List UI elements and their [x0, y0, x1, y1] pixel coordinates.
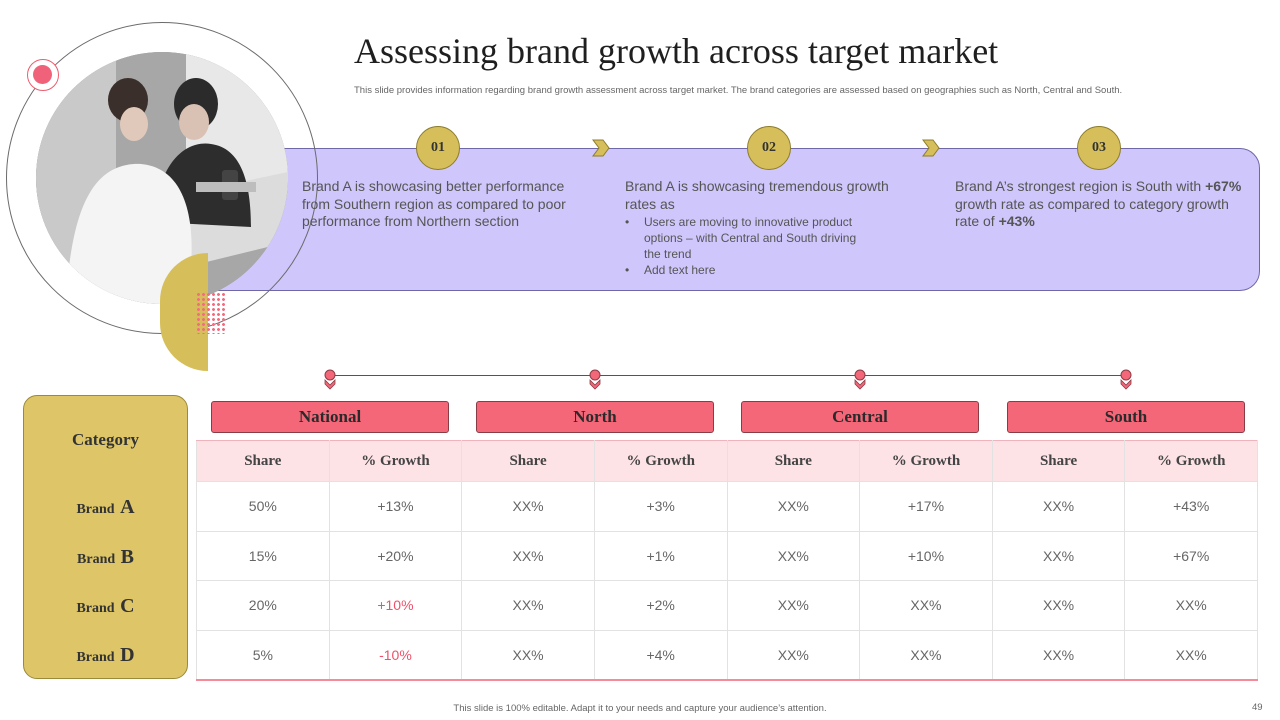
brand-letter: A	[120, 496, 135, 518]
table-cell: XX%	[991, 481, 1126, 532]
brand-prefix: Brand	[76, 502, 115, 517]
brand-label: Brand C	[24, 595, 187, 618]
table-cell: +67%	[1124, 530, 1258, 581]
table-cell: XX%	[726, 481, 861, 532]
table-cell: +43%	[1124, 481, 1258, 532]
step-badge-01: 01	[416, 126, 460, 170]
pink-dot-decoration	[27, 59, 59, 91]
table-cell: XX%	[461, 530, 595, 581]
table-cell: +20%	[328, 530, 463, 581]
table-row: 15% +20% XX% +1% XX% +10% XX% +67%	[196, 530, 1258, 581]
step-03-bold-a: +67%	[1205, 178, 1242, 194]
table-row: 5% -10% XX% +4% XX% XX% XX% XX%	[196, 629, 1258, 681]
table-cell: XX%	[726, 629, 861, 681]
table-row: 50% +13% XX% +3% XX% +17% XX% +43%	[196, 481, 1258, 532]
step-02-block: Brand A is showcasing tremendous growth …	[625, 178, 915, 278]
category-panel: Category Brand A Brand B Brand C Brand D	[23, 395, 188, 679]
pin-marker-icon	[854, 369, 866, 390]
table-cell: XX%	[1124, 580, 1258, 631]
brand-label: Brand A	[24, 496, 187, 519]
page-number: 49	[1252, 702, 1263, 713]
step-01-text: Brand A is showcasing better performance…	[302, 178, 566, 229]
column-header: Share	[726, 440, 861, 482]
brand-label: Brand B	[24, 546, 187, 569]
pin-marker-icon	[1120, 369, 1132, 390]
table-cell: XX%	[1124, 629, 1258, 681]
column-header: % Growth	[1124, 440, 1258, 482]
column-header: Share	[461, 440, 595, 482]
table-cell: XX%	[859, 629, 993, 681]
region-header-national: National	[211, 401, 449, 433]
table-cell-highlight: -10%	[328, 629, 463, 681]
table-cell: +1%	[593, 530, 728, 581]
table-cell: 20%	[196, 580, 330, 631]
step-02-text: Brand A is showcasing tremendous growth …	[625, 178, 889, 212]
brand-prefix: Brand	[77, 552, 116, 567]
team-photo	[36, 52, 288, 304]
dot-pattern-decoration	[196, 292, 226, 334]
brand-letter: D	[120, 644, 135, 666]
table-cell: XX%	[461, 481, 595, 532]
table-cell: 5%	[196, 629, 330, 681]
footer-note: This slide is 100% editable. Adapt it to…	[453, 703, 827, 714]
table-cell: 50%	[196, 481, 330, 532]
region-header-central: Central	[741, 401, 979, 433]
column-header: % Growth	[859, 440, 993, 482]
brand-letter: C	[120, 595, 135, 617]
step-03-text-a: Brand A’s strongest region is South with	[955, 178, 1206, 194]
table-cell-highlight: +10%	[328, 580, 463, 631]
step-02-bullet: Add text here	[625, 262, 915, 278]
step-03-text-b: growth rate as compared to category grow…	[955, 195, 1229, 230]
brand-label: Brand D	[24, 644, 187, 667]
slide-title: Assessing brand growth across target mar…	[354, 31, 999, 71]
table-cell: XX%	[991, 530, 1126, 581]
table-cell: +13%	[328, 481, 463, 532]
step-02-bullet: Users are moving to innovative product o…	[625, 214, 875, 262]
step-03-text: Brand A’s strongest region is South with…	[955, 178, 1250, 231]
column-header: Share	[991, 440, 1126, 482]
table-row: 20% +10% XX% +2% XX% XX% XX% XX%	[196, 580, 1258, 631]
table-cell: XX%	[461, 629, 595, 681]
brand-letter: B	[120, 546, 134, 568]
table-cell: +3%	[593, 481, 728, 532]
pin-marker-icon	[324, 369, 336, 390]
step-badge-03: 03	[1077, 126, 1121, 170]
column-header: Share	[196, 440, 330, 482]
timeline-line	[330, 375, 1126, 376]
table-cell: +4%	[593, 629, 728, 681]
table-cell: 15%	[196, 530, 330, 581]
step-badge-02: 02	[747, 126, 791, 170]
table-cell: XX%	[726, 530, 861, 581]
slide-subtitle: This slide provides information regardin…	[354, 85, 1123, 96]
column-header: % Growth	[328, 440, 463, 482]
table-header-row: Share % Growth Share % Growth Share % Gr…	[196, 440, 1258, 482]
category-title: Category	[71, 430, 140, 449]
table-cell: XX%	[461, 580, 595, 631]
brand-prefix: Brand	[76, 650, 115, 665]
pin-marker-icon	[589, 369, 601, 390]
region-header-south: South	[1007, 401, 1245, 433]
table-cell: +2%	[593, 580, 728, 631]
growth-table: Share % Growth Share % Growth Share % Gr…	[196, 440, 1258, 681]
table-cell: XX%	[859, 580, 993, 631]
table-cell: +10%	[859, 530, 993, 581]
table-cell: XX%	[991, 629, 1126, 681]
column-header: % Growth	[593, 440, 728, 482]
table-cell: +17%	[859, 481, 993, 532]
step-03-bold-b: +43%	[998, 213, 1035, 229]
chevron-right-icon	[592, 139, 610, 157]
brand-prefix: Brand	[76, 601, 115, 616]
step-02-bullets: Users are moving to innovative product o…	[625, 214, 915, 278]
chevron-right-icon	[922, 139, 940, 157]
region-header-north: North	[476, 401, 714, 433]
table-cell: XX%	[991, 580, 1126, 631]
table-cell: XX%	[726, 580, 861, 631]
